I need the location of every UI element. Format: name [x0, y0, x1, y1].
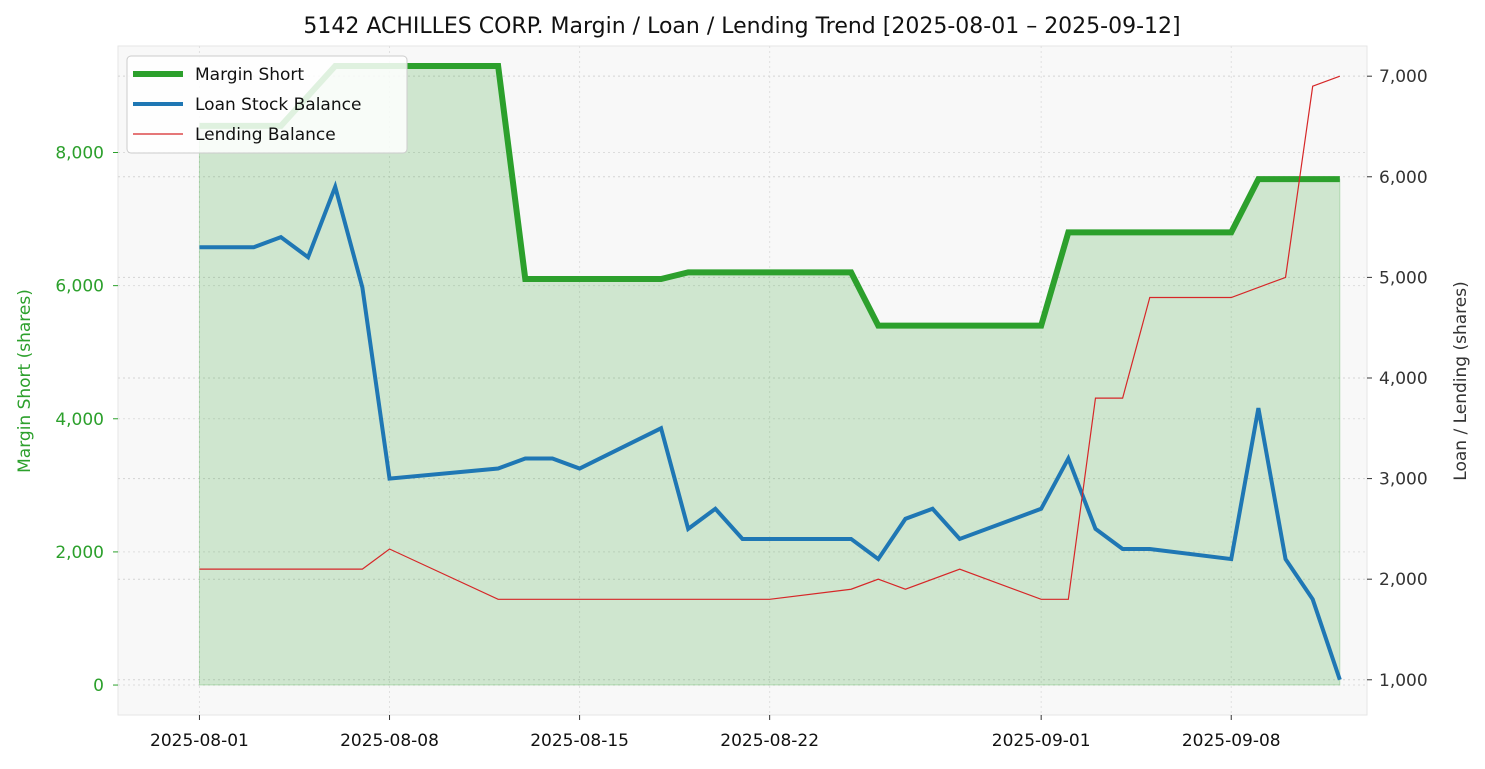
left-y-tick-label: 2,000 [55, 543, 104, 563]
x-tick-label: 2025-08-08 [340, 731, 439, 751]
left-y-tick-label: 0 [93, 676, 104, 696]
legend-label-lending-balance: Lending Balance [195, 125, 336, 145]
lending-balance-line [199, 75, 1341, 600]
right-y-tick-label: 6,000 [1379, 168, 1428, 188]
x-tick-label: 2025-09-08 [1182, 731, 1281, 751]
legend: Margin Short Loan Stock Balance Lending … [126, 55, 408, 154]
plot-area [117, 45, 1368, 716]
legend-label-margin-short: Margin Short [195, 65, 304, 85]
left-y-tick-label: 8,000 [55, 144, 104, 164]
right-y-tick-label: 2,000 [1379, 570, 1428, 590]
right-y-axis: 1,000 2,000 3,000 4,000 5,000 6,000 7,000 [1367, 67, 1428, 691]
legend-label-loan-stock-balance: Loan Stock Balance [195, 95, 361, 115]
right-y-tick-label: 3,000 [1379, 470, 1428, 490]
right-y-tick-label: 7,000 [1379, 67, 1428, 87]
chart-title: 5142 ACHILLES CORP. Margin / Loan / Lend… [303, 14, 1180, 39]
x-tick-label: 2025-09-01 [992, 731, 1091, 751]
grid [118, 46, 1367, 715]
right-y-tick-label: 1,000 [1379, 671, 1428, 691]
left-y-axis: 0 2,000 4,000 6,000 8,000 [55, 144, 118, 696]
right-y-tick-label: 4,000 [1379, 369, 1428, 389]
x-tick-label: 2025-08-22 [720, 731, 819, 751]
loan-stock-balance-line [199, 180, 1342, 681]
x-axis: 2025-08-01 2025-08-08 2025-08-15 2025-08-22… [150, 715, 1281, 751]
legend-box [126, 55, 408, 154]
right-y-axis-label: Loan / Lending (shares) [1451, 281, 1471, 480]
left-y-tick-label: 6,000 [55, 277, 104, 297]
x-tick-label: 2025-08-01 [150, 731, 249, 751]
left-y-tick-label: 4,000 [55, 410, 104, 430]
left-y-axis-label: Margin Short (shares) [15, 289, 35, 473]
x-tick-label: 2025-08-15 [530, 731, 629, 751]
right-y-tick-label: 5,000 [1379, 268, 1428, 288]
